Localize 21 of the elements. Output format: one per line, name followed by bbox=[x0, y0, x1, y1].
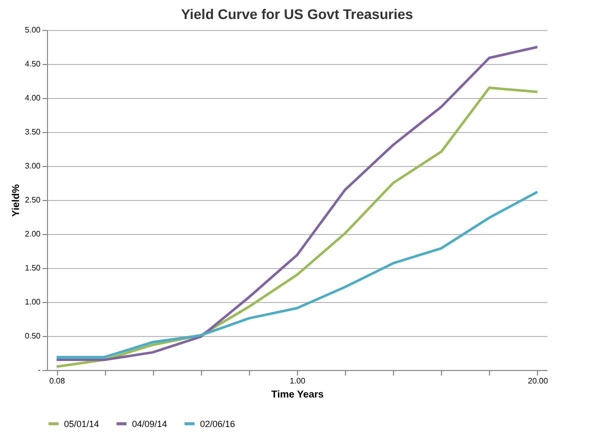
legend-label: 02/06/16 bbox=[200, 418, 236, 429]
y-tick-label: 1.50 bbox=[24, 264, 42, 272]
y-tick-label: 3.00 bbox=[24, 162, 42, 170]
y-axis-title: Yield% bbox=[10, 184, 22, 217]
y-tick-label: 4.50 bbox=[24, 60, 42, 68]
chart-title: Yield Curve for US Govt Treasuries bbox=[180, 6, 414, 22]
legend-label: 04/09/14 bbox=[132, 418, 168, 429]
x-tick-label: 1.00 bbox=[290, 376, 306, 386]
y-tick-label: 0.50 bbox=[24, 332, 42, 340]
y-tick-label: 5.00 bbox=[24, 26, 42, 34]
x-tick-label: 20.00 bbox=[528, 376, 548, 386]
x-axis-title: Time Years bbox=[271, 390, 324, 400]
y-tick-label: 3.50 bbox=[24, 128, 42, 136]
y-tick-label: - bbox=[38, 366, 41, 374]
y-tick-label: 1.00 bbox=[24, 298, 42, 306]
y-tick-label: 4.00 bbox=[24, 94, 42, 102]
x-tick-label: 0.08 bbox=[49, 376, 66, 386]
y-tick-label: 2.50 bbox=[24, 196, 42, 204]
legend-label: 05/01/14 bbox=[64, 418, 100, 429]
y-tick-label: 2.00 bbox=[24, 230, 42, 238]
line-series bbox=[55, 190, 539, 358]
